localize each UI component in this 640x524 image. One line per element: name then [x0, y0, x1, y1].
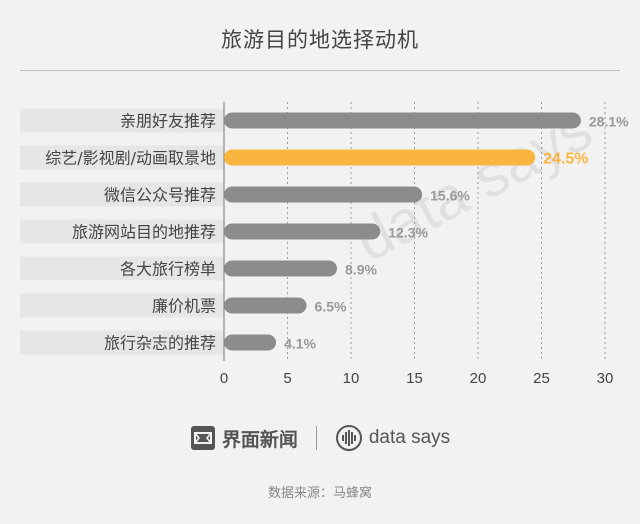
value-label: 15.6% [430, 188, 470, 204]
bar [224, 149, 536, 166]
datasays-logo: data says [335, 424, 450, 452]
bar [224, 223, 381, 240]
bar [224, 334, 277, 351]
x-tick-label: 20 [470, 370, 487, 387]
category-band [20, 293, 224, 318]
jiemian-logo-text: 界面新闻 [221, 428, 298, 451]
brand-separator [315, 426, 317, 450]
x-tick-label: 15 [406, 370, 423, 387]
category-band [20, 108, 224, 133]
category-label: 旅行杂志的推荐 [104, 334, 216, 353]
x-tick-label: 0 [220, 370, 228, 387]
category-label: 亲朋好友推荐 [120, 112, 216, 131]
datasays-logo-icon [335, 425, 362, 451]
x-tick-label: 25 [533, 370, 550, 387]
category-label: 微信公众号推荐 [104, 186, 216, 205]
bar [224, 297, 307, 314]
value-label: 8.9% [345, 262, 377, 278]
category-label: 廉价机票 [152, 297, 216, 316]
title-divider [20, 70, 620, 71]
category-label: 各大旅行榜单 [120, 260, 216, 279]
data-source: 数据来源：马蜂窝 [267, 486, 372, 501]
bar [224, 260, 338, 277]
x-tick-label: 30 [597, 370, 614, 387]
category-label: 综艺/影视剧/动画取景地 [45, 149, 216, 168]
value-label: 4.1% [284, 336, 316, 352]
bar-chart: 亲朋好友推荐 28.1% 综艺/影视剧/动画取景地 24.5% 微信公众号推荐 15.6%… [20, 102, 629, 387]
brand-footer: 界面新闻 data says [0, 424, 640, 452]
category-band [20, 219, 224, 244]
x-tick-label: 10 [343, 370, 360, 387]
jiemian-logo-icon [190, 426, 215, 450]
x-tick-label: 5 [283, 370, 291, 387]
chart-title: 旅游目的地选择动机 [221, 28, 419, 52]
category-label: 旅游网站目的地推荐 [72, 223, 216, 242]
category-band [20, 256, 224, 281]
value-label: 28.1% [589, 114, 629, 130]
bar [224, 112, 581, 129]
category-band [20, 330, 224, 355]
value-label: 6.5% [315, 299, 347, 315]
value-label: 24.5% [543, 151, 588, 168]
bar [224, 186, 423, 203]
value-label: 12.3% [388, 225, 428, 241]
category-band [20, 145, 224, 170]
category-band [20, 182, 224, 207]
datasays-logo-text: data says [368, 427, 451, 448]
jiemian-logo: 界面新闻 [190, 425, 298, 452]
